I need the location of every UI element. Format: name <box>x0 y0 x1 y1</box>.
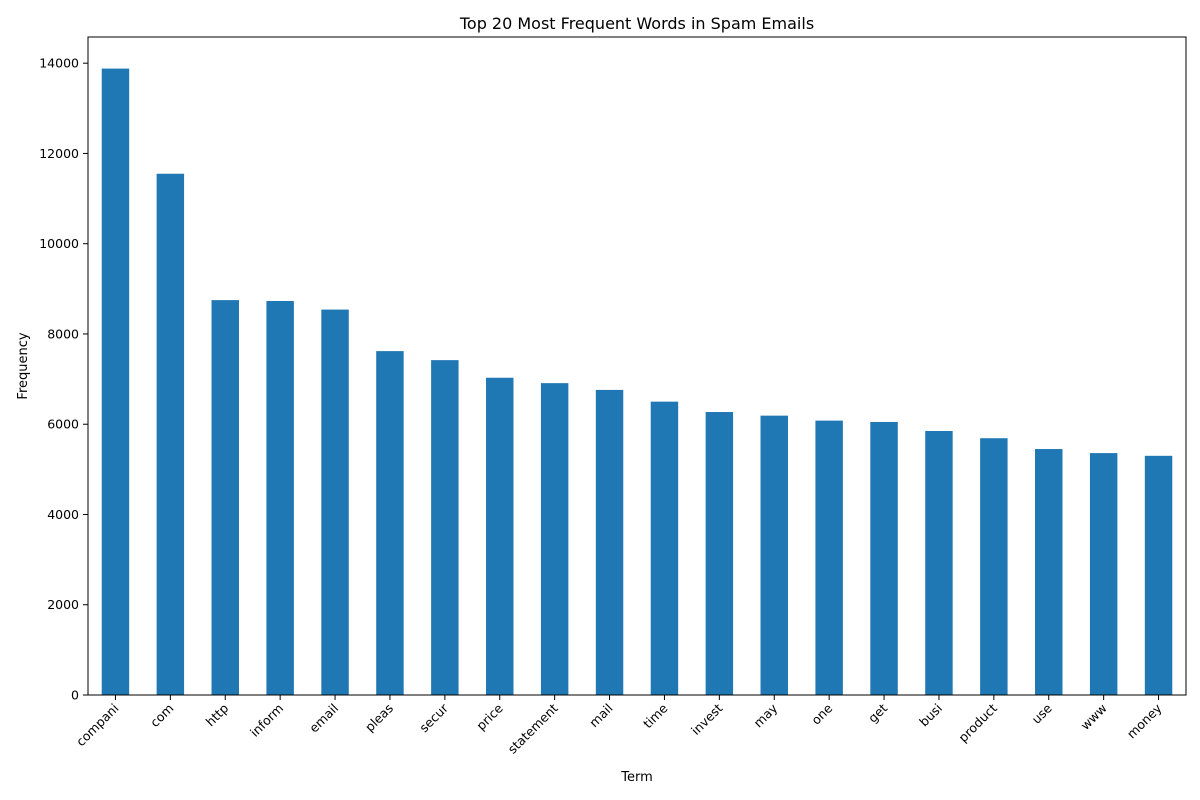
x-axis: compani com http inform email pleas secur price… <box>73 695 1165 757</box>
x-tick-label: money <box>1124 700 1165 741</box>
y-tick-label: 8000 <box>47 326 79 341</box>
x-tick-label: www <box>1077 701 1109 733</box>
y-tick-label: 10000 <box>39 236 79 251</box>
y-tick-label: 6000 <box>47 417 79 432</box>
bar-inform <box>266 301 294 695</box>
x-tick-label: http <box>203 700 232 729</box>
x-tick-label: inform <box>247 701 286 740</box>
chart-title: Top 20 Most Frequent Words in Spam Email… <box>459 14 814 33</box>
bars-group <box>101 68 1173 696</box>
bar-statement <box>540 383 569 695</box>
x-tick-label: compani <box>73 701 122 750</box>
bar-busi <box>925 430 953 695</box>
x-axis-label: Term <box>620 770 653 785</box>
bar-mail <box>595 389 624 695</box>
x-tick-label: email <box>306 701 341 736</box>
bar-compani <box>101 68 130 696</box>
bar-secur <box>431 360 459 695</box>
x-tick-label: secur <box>416 700 451 735</box>
bar-pleas <box>376 351 404 695</box>
bar-com <box>156 173 185 696</box>
bar-invest <box>705 412 734 695</box>
y-tick-label: 0 <box>71 688 79 703</box>
y-tick-label: 14000 <box>39 56 79 71</box>
y-tick-label: 4000 <box>47 507 79 522</box>
bar-time <box>650 401 679 695</box>
x-tick-label: price <box>473 700 506 733</box>
x-tick-label: product <box>955 700 1000 745</box>
bar-money <box>1144 455 1173 695</box>
x-tick-label: com <box>147 701 176 730</box>
x-tick-label: time <box>640 700 671 731</box>
plot-frame <box>87 36 1187 696</box>
x-tick-label: invest <box>688 700 725 737</box>
bar-use <box>1035 449 1063 695</box>
x-tick-label: mail <box>586 701 616 731</box>
bar-product <box>980 438 1008 695</box>
y-axis-label: Frequency <box>16 332 31 399</box>
x-tick-label: may <box>751 700 781 730</box>
bar-price <box>486 377 514 695</box>
bar-www <box>1089 453 1118 695</box>
x-tick-label: use <box>1029 700 1055 726</box>
y-tick-label: 2000 <box>47 597 79 612</box>
x-tick-label: pleas <box>362 701 396 735</box>
x-tick-label: one <box>808 700 835 727</box>
x-tick-label: busi <box>916 701 945 730</box>
x-tick-label: get <box>865 700 890 725</box>
y-tick-label: 12000 <box>39 146 79 161</box>
bar-may <box>760 415 788 695</box>
x-tick-label: statement <box>505 700 561 756</box>
bar-get <box>870 421 898 695</box>
bar-email <box>321 309 349 695</box>
bar-http <box>211 300 239 695</box>
bar-one <box>815 420 843 695</box>
y-axis: 0 2000 4000 6000 8000 10000 12000 14000 <box>39 56 88 703</box>
